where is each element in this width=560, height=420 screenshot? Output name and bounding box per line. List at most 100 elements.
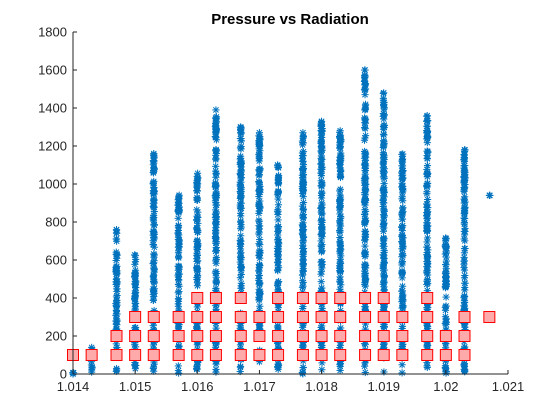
square-point [110,330,123,342]
asterisk-point [212,273,220,281]
asterisk-point [460,155,468,164]
asterisk-point [149,286,158,294]
asterisk-point [336,278,344,286]
square-point [272,292,285,304]
y-tick-label: 800 [45,215,67,230]
asterisk-point [212,170,220,178]
asterisk-point [149,296,157,305]
asterisk-point [317,169,325,178]
asterisk-point [131,280,140,288]
asterisk-point [193,187,201,195]
asterisk-point [255,167,263,175]
asterisk-point [274,216,282,224]
asterisk-point [423,132,431,141]
asterisk-point [336,218,344,226]
asterisk-point [461,161,469,170]
asterisk-point [174,221,183,229]
asterisk-point [131,270,140,278]
square-point [234,330,247,342]
asterisk-point [441,241,449,249]
asterisk-point [256,222,264,230]
asterisk-point [255,129,264,137]
asterisk-point [423,341,431,349]
asterisk-point [317,117,326,125]
asterisk-point [149,227,158,235]
asterisk-point [361,166,369,174]
asterisk-point [211,234,219,242]
asterisk-point [299,152,307,160]
asterisk-point [237,154,245,162]
asterisk-point [256,322,264,330]
asterisk-point [174,207,182,216]
asterisk-point [379,150,388,159]
axes: 1.014 1.015 1.016 1.017 1.018 1.019 1.02 1.021 0… [38,25,524,395]
asterisk-point [380,100,388,108]
asterisk-point [274,278,282,286]
asterisk-point [461,244,469,253]
square-point [253,311,266,323]
asterisk-point [175,270,183,278]
asterisk-point [317,159,325,168]
square-point [439,349,452,361]
square-point [377,311,390,323]
asterisk-point [460,169,469,177]
square-point [334,311,347,323]
asterisk-point [193,179,201,187]
square-point [377,349,390,361]
x-tick-label: 1.019 [367,379,400,394]
asterisk-point [150,159,158,167]
asterisk-point [211,132,219,141]
asterisk-point [361,216,370,224]
square-point [296,311,309,323]
asterisk-point [236,249,245,257]
asterisk-point [236,144,245,152]
asterisk-point [88,368,96,376]
asterisk-point [442,234,450,242]
asterisk-point [379,280,387,288]
square-point [359,349,372,361]
asterisk-point [174,214,182,222]
asterisk-point [113,254,121,262]
asterisk-point [193,266,201,274]
asterisk-point [442,302,450,310]
asterisk-point [361,125,369,133]
asterisk-point [193,364,201,372]
square-point [315,330,328,342]
square-point [359,330,372,342]
asterisk-point [212,182,220,190]
asterisk-point [460,146,469,154]
asterisk-point [379,130,388,138]
asterisk-point [150,289,158,297]
asterisk-point [380,184,388,192]
asterisk-point [380,89,388,97]
asterisk-point [361,79,370,88]
asterisk-point [299,304,307,313]
square-point [439,330,452,342]
asterisk-point [318,216,326,224]
square-point [191,311,204,323]
asterisk-point [485,191,493,199]
asterisk-point [461,286,469,294]
asterisk-point [398,269,406,277]
asterisk-point [255,216,263,224]
asterisk-point [317,139,325,147]
asterisk-point [317,242,325,250]
asterisk-point [175,239,183,248]
asterisk-point [237,123,245,131]
asterisk-point [149,190,157,198]
asterisk-point [398,195,406,203]
asterisk-point [398,208,406,216]
square-point [315,292,328,304]
asterisk-point [237,199,245,207]
asterisk-point [337,252,345,260]
asterisk-point [424,303,432,312]
asterisk-point [398,183,406,191]
asterisk-point [150,259,158,267]
asterisk-point [193,279,202,287]
asterisk-point [174,280,183,289]
asterisk-point [336,127,344,135]
asterisk-point [379,169,388,177]
asterisk-point [398,322,407,330]
asterisk-point [149,278,158,286]
